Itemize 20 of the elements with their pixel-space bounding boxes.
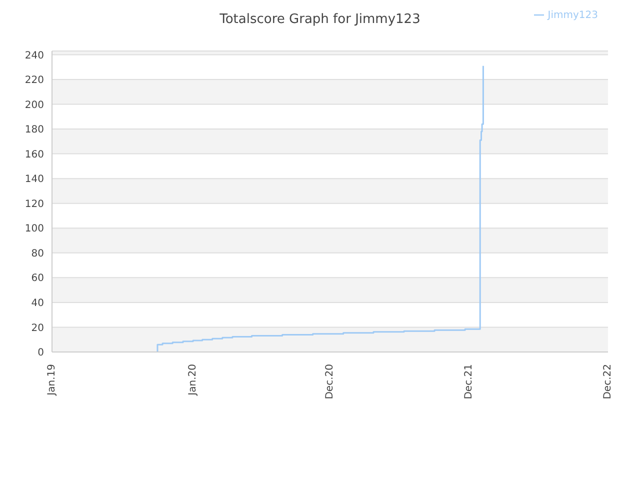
y-tick-label: 100 <box>24 224 44 235</box>
x-tick-label: Jan.19 <box>46 364 58 396</box>
x-tick-label: Dec.22 <box>602 364 614 400</box>
x-tick-label: Dec.20 <box>324 364 336 400</box>
y-tick-label: 60 <box>31 273 44 284</box>
y-tick-label: 20 <box>31 322 44 334</box>
legend-label: Jimmy123 <box>548 10 598 21</box>
chart-title: Totalscore Graph for Jimmy123 <box>220 12 420 27</box>
y-tick-label: 220 <box>24 75 44 86</box>
y-tick-label: 0 <box>38 348 44 359</box>
x-tick-label: Dec.21 <box>463 364 474 400</box>
y-tick-label: 160 <box>24 149 44 160</box>
y-tick-label: 120 <box>24 198 44 210</box>
y-tick-label: 40 <box>31 298 44 310</box>
x-tick-label: Jan.20 <box>188 364 199 396</box>
y-tick-label: 240 <box>24 50 44 62</box>
y-tick-label: 80 <box>31 248 44 260</box>
y-tick-label: 140 <box>24 174 44 186</box>
y-tick-label: 180 <box>24 124 44 136</box>
y-tick-label: 200 <box>24 100 44 111</box>
